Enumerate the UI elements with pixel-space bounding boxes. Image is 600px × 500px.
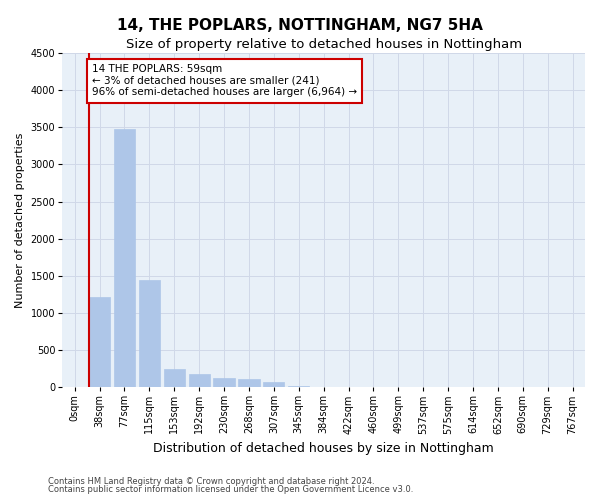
Bar	[89, 296, 110, 387]
Bar	[139, 280, 160, 387]
Bar	[188, 374, 210, 387]
Bar	[263, 382, 284, 387]
Title: Size of property relative to detached houses in Nottingham: Size of property relative to detached ho…	[125, 38, 521, 51]
Text: 14, THE POPLARS, NOTTINGHAM, NG7 5HA: 14, THE POPLARS, NOTTINGHAM, NG7 5HA	[117, 18, 483, 33]
Text: 14 THE POPLARS: 59sqm
← 3% of detached houses are smaller (241)
96% of semi-deta: 14 THE POPLARS: 59sqm ← 3% of detached h…	[92, 64, 357, 98]
Bar	[288, 386, 310, 387]
Bar	[238, 379, 260, 387]
Text: Contains HM Land Registry data © Crown copyright and database right 2024.: Contains HM Land Registry data © Crown c…	[48, 477, 374, 486]
Bar	[114, 129, 135, 387]
Bar	[214, 378, 235, 387]
Bar	[164, 370, 185, 387]
Text: Contains public sector information licensed under the Open Government Licence v3: Contains public sector information licen…	[48, 485, 413, 494]
Y-axis label: Number of detached properties: Number of detached properties	[15, 132, 25, 308]
X-axis label: Distribution of detached houses by size in Nottingham: Distribution of detached houses by size …	[153, 442, 494, 455]
